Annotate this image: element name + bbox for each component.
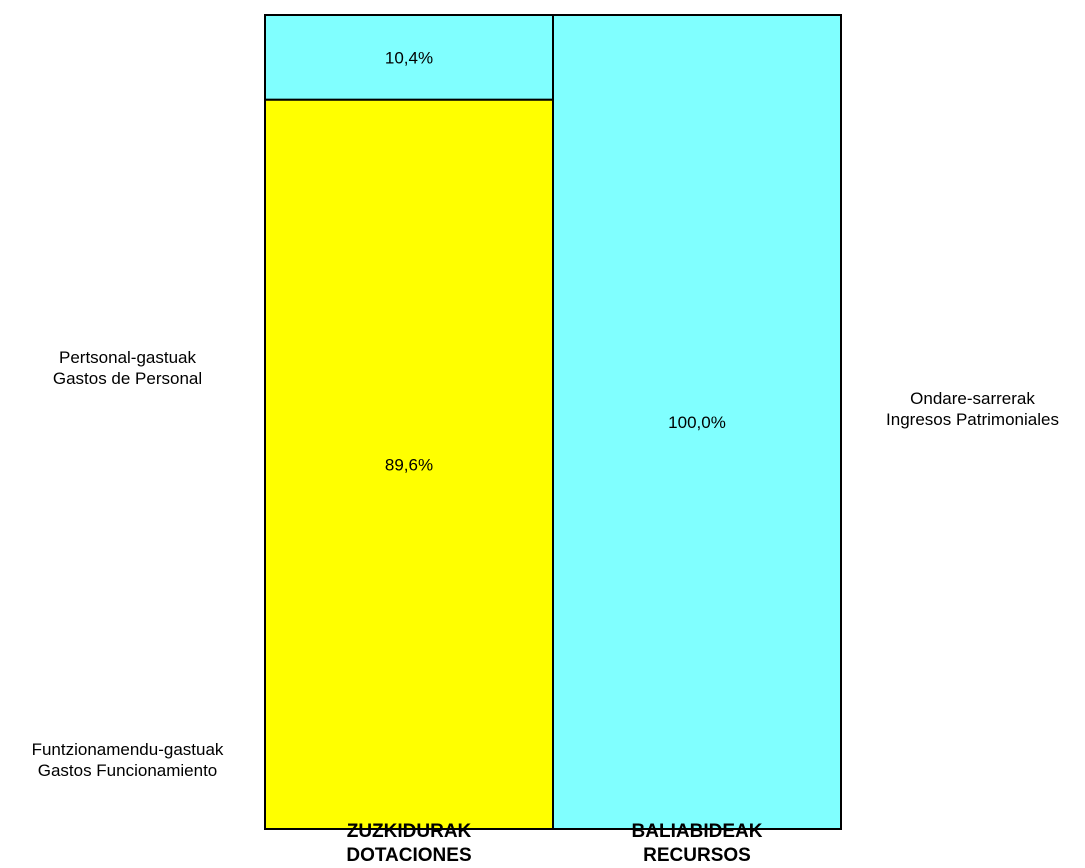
category-label-recursos: BALIABIDEAK RECURSOS (631, 821, 763, 866)
segment-ingresos-patrimoniales-bar (552, 14, 842, 830)
category-label-dotaciones: ZUZKIDURAK DOTACIONES (346, 821, 472, 866)
segment-gastos-personal-value-label: 89,6% (385, 455, 433, 474)
segment-gastos-personal-bar (264, 98, 554, 830)
series-label-patrimoniales: Ondare-sarrerak Ingresos Patrimoniales (886, 389, 1059, 429)
segment-ingresos-patrimoniales-value-label: 100,0% (668, 413, 726, 432)
segment-gastos-funcionamiento-value-label: 10,4% (385, 48, 433, 67)
series-label-funcionamiento: Funtzionamendu-gastuak Gastos Funcionami… (31, 740, 224, 780)
series-label-personal: Pertsonal-gastuak Gastos de Personal (52, 348, 203, 388)
segment-gastos-funcionamiento-bar (264, 14, 554, 101)
